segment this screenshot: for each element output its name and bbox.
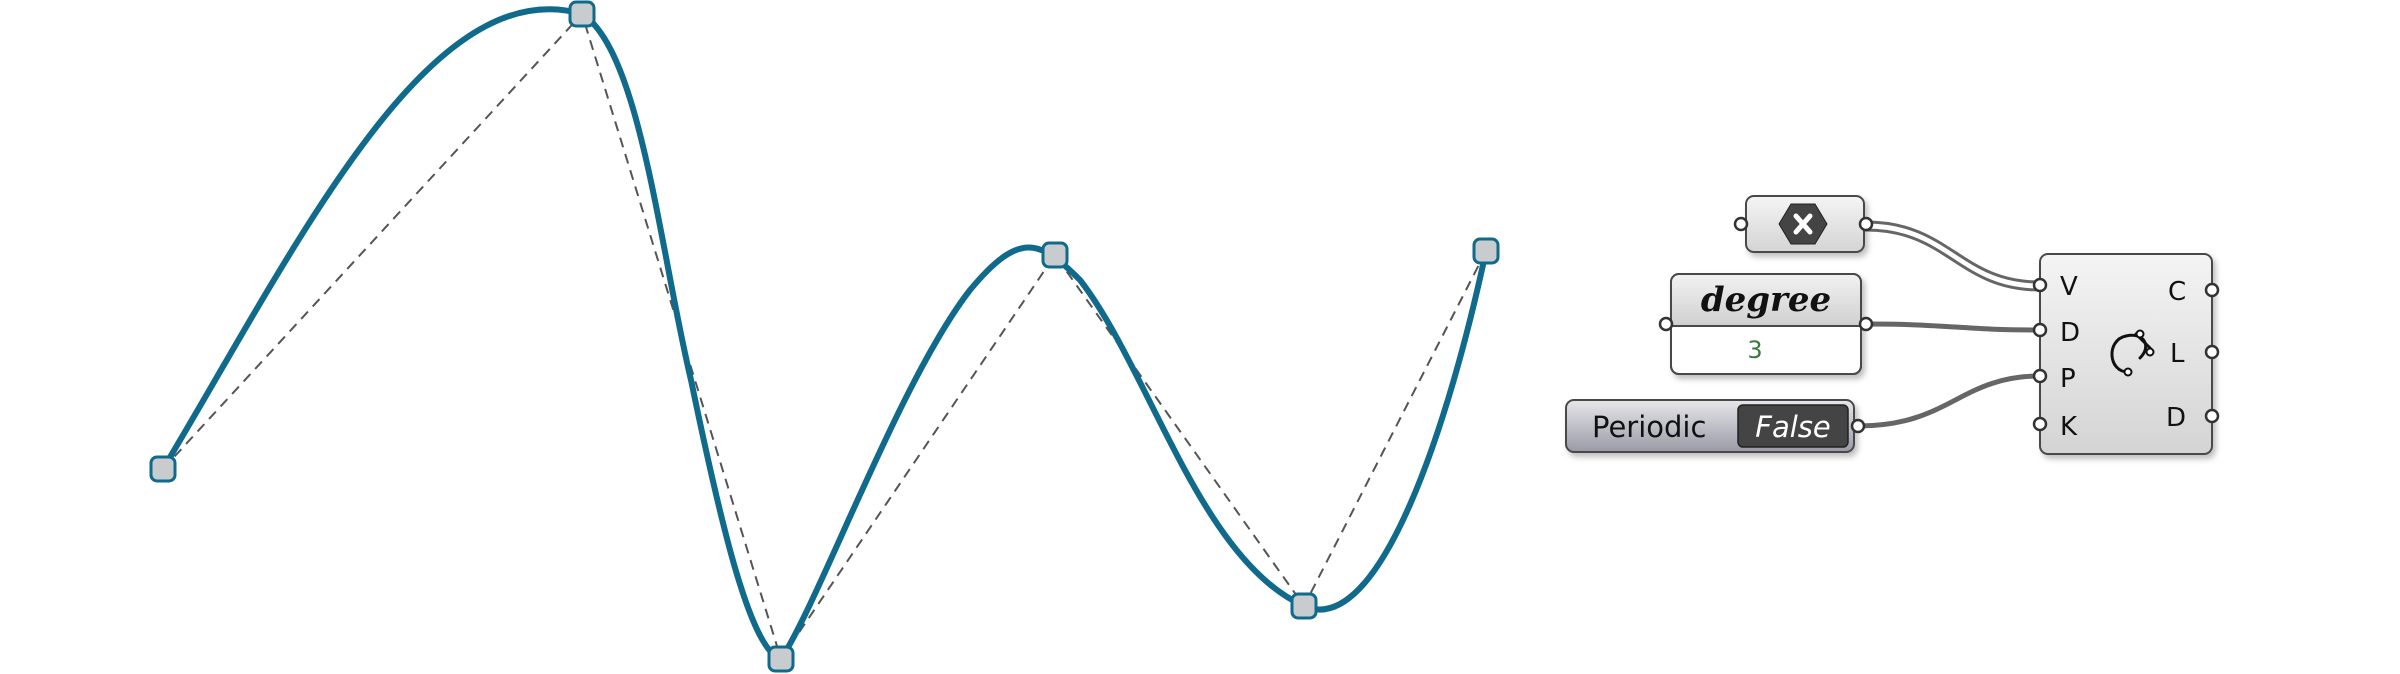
control-polygon [162,12,1487,662]
nurbs-input-d: D [2060,318,2080,348]
degree-slider-title: degree [1701,280,1831,320]
nurbs-output-grip-l[interactable] [2204,344,2220,360]
nurbs-input-grip-p[interactable] [2032,368,2048,384]
nurbs-curve [160,6,1489,663]
wire-points-to-v-2 [1864,228,2042,292]
periodic-toggle-output-grip[interactable] [1850,418,1866,434]
nurbs-curve-icon [2110,329,2155,377]
control-point-5[interactable] [1290,592,1318,620]
nurbs-input-grip-k[interactable] [2032,416,2048,432]
control-point-6[interactable] [1472,237,1500,265]
wire-degree-to-d [1863,321,2043,333]
nurbs-input-grip-v[interactable] [2032,277,2048,293]
nurbs-output-d: D [2166,403,2186,433]
nurbs-output-grip-d[interactable] [2204,408,2220,424]
periodic-toggle-value: False [1755,410,1830,444]
close-hexagon-icon [1778,203,1828,245]
wire-periodic-to-p [1855,373,2043,429]
nurbs-output-l: L [2170,339,2185,369]
nurbs-output-c: C [2168,277,2186,307]
degree-slider-value: 3 [1747,336,1762,364]
control-point-1[interactable] [149,455,177,483]
periodic-toggle-label: Periodic [1592,410,1706,444]
point-param-output-grip[interactable] [1858,216,1874,232]
control-point-2[interactable] [568,0,596,28]
wires [1855,220,2043,429]
control-point-4[interactable] [1041,241,1069,269]
degree-slider-output-grip[interactable] [1858,316,1874,332]
periodic-toggle-switch[interactable] [1737,404,1849,448]
nurbs-input-k: K [2060,412,2078,442]
wire-points-to-v [1864,220,2042,284]
control-point-3[interactable] [767,645,795,673]
degree-slider-component[interactable] [1670,273,1862,375]
nurbs-input-grip-d[interactable] [2032,322,2048,338]
point-param-input-grip[interactable] [1733,216,1749,232]
nurbs-input-p: P [2060,364,2076,394]
nurbs-output-grip-c[interactable] [2204,282,2220,298]
nurbs-input-v: V [2060,272,2078,302]
degree-slider-input-grip[interactable] [1658,316,1674,332]
